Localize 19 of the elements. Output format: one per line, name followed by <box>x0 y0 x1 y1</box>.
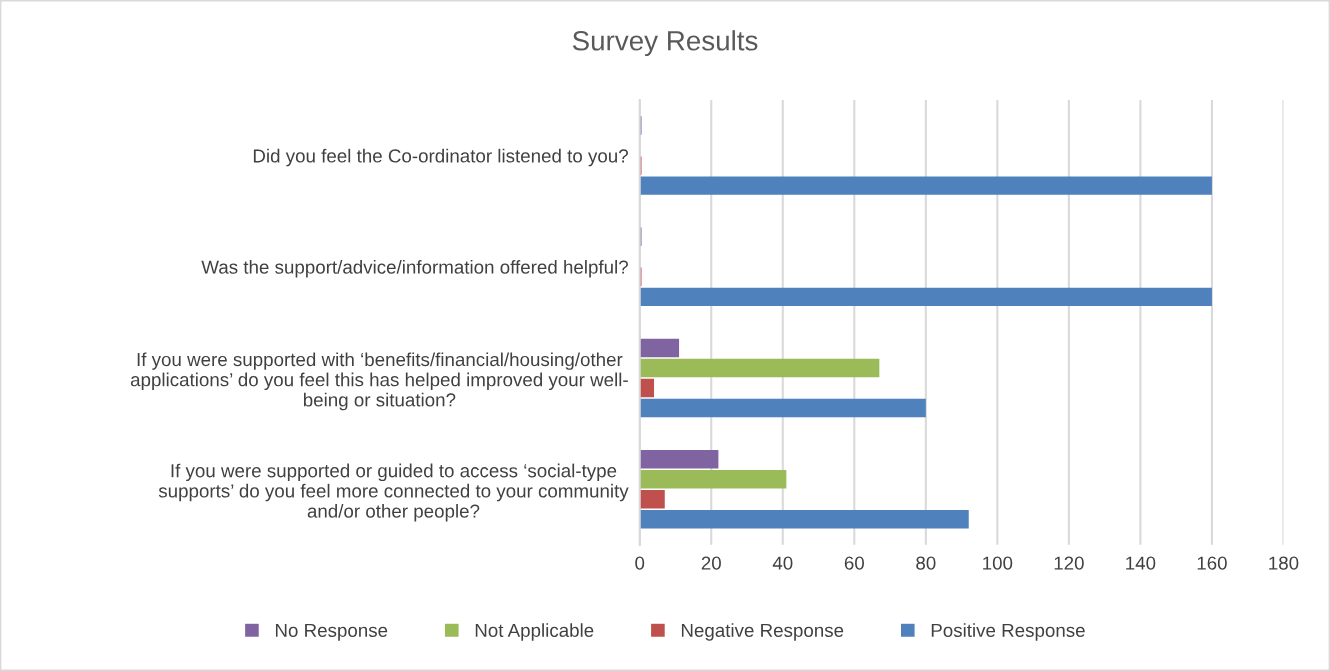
x-tick-label: 180 <box>1269 556 1299 570</box>
x-tick-label: 160 <box>1197 556 1227 570</box>
y-tick-label: Was the support/advice/information offered helpful? <box>201 260 628 278</box>
x-tick-label: 120 <box>1054 556 1084 570</box>
chart-title: Survey Results <box>572 30 758 57</box>
legend-label: No Response <box>275 623 388 641</box>
x-tick-label: 20 <box>701 556 721 570</box>
x-tick-label: 0 <box>635 556 645 570</box>
legend-label: Positive Response <box>931 623 1085 641</box>
legend-label: Not Applicable <box>475 623 594 641</box>
legend-label: Negative Response <box>681 623 844 641</box>
x-tick-label: 80 <box>916 556 936 570</box>
y-tick-label: If you were supported or guided to access ‘social-type supports’ do you feel more connected to your community and/or other people? <box>158 463 629 522</box>
x-tick-label: 140 <box>1126 556 1156 570</box>
x-tick-label: 40 <box>772 556 793 570</box>
x-tick-label: 100 <box>983 556 1013 570</box>
x-tick-label: 60 <box>844 556 864 570</box>
y-tick-label: If you were supported with ‘benefits/financial/housing/other applications’ do you feel this has helped improved your well- being or situation? <box>130 352 628 411</box>
y-tick-label: Did you feel the Co-ordinator listened to you? <box>253 148 628 167</box>
